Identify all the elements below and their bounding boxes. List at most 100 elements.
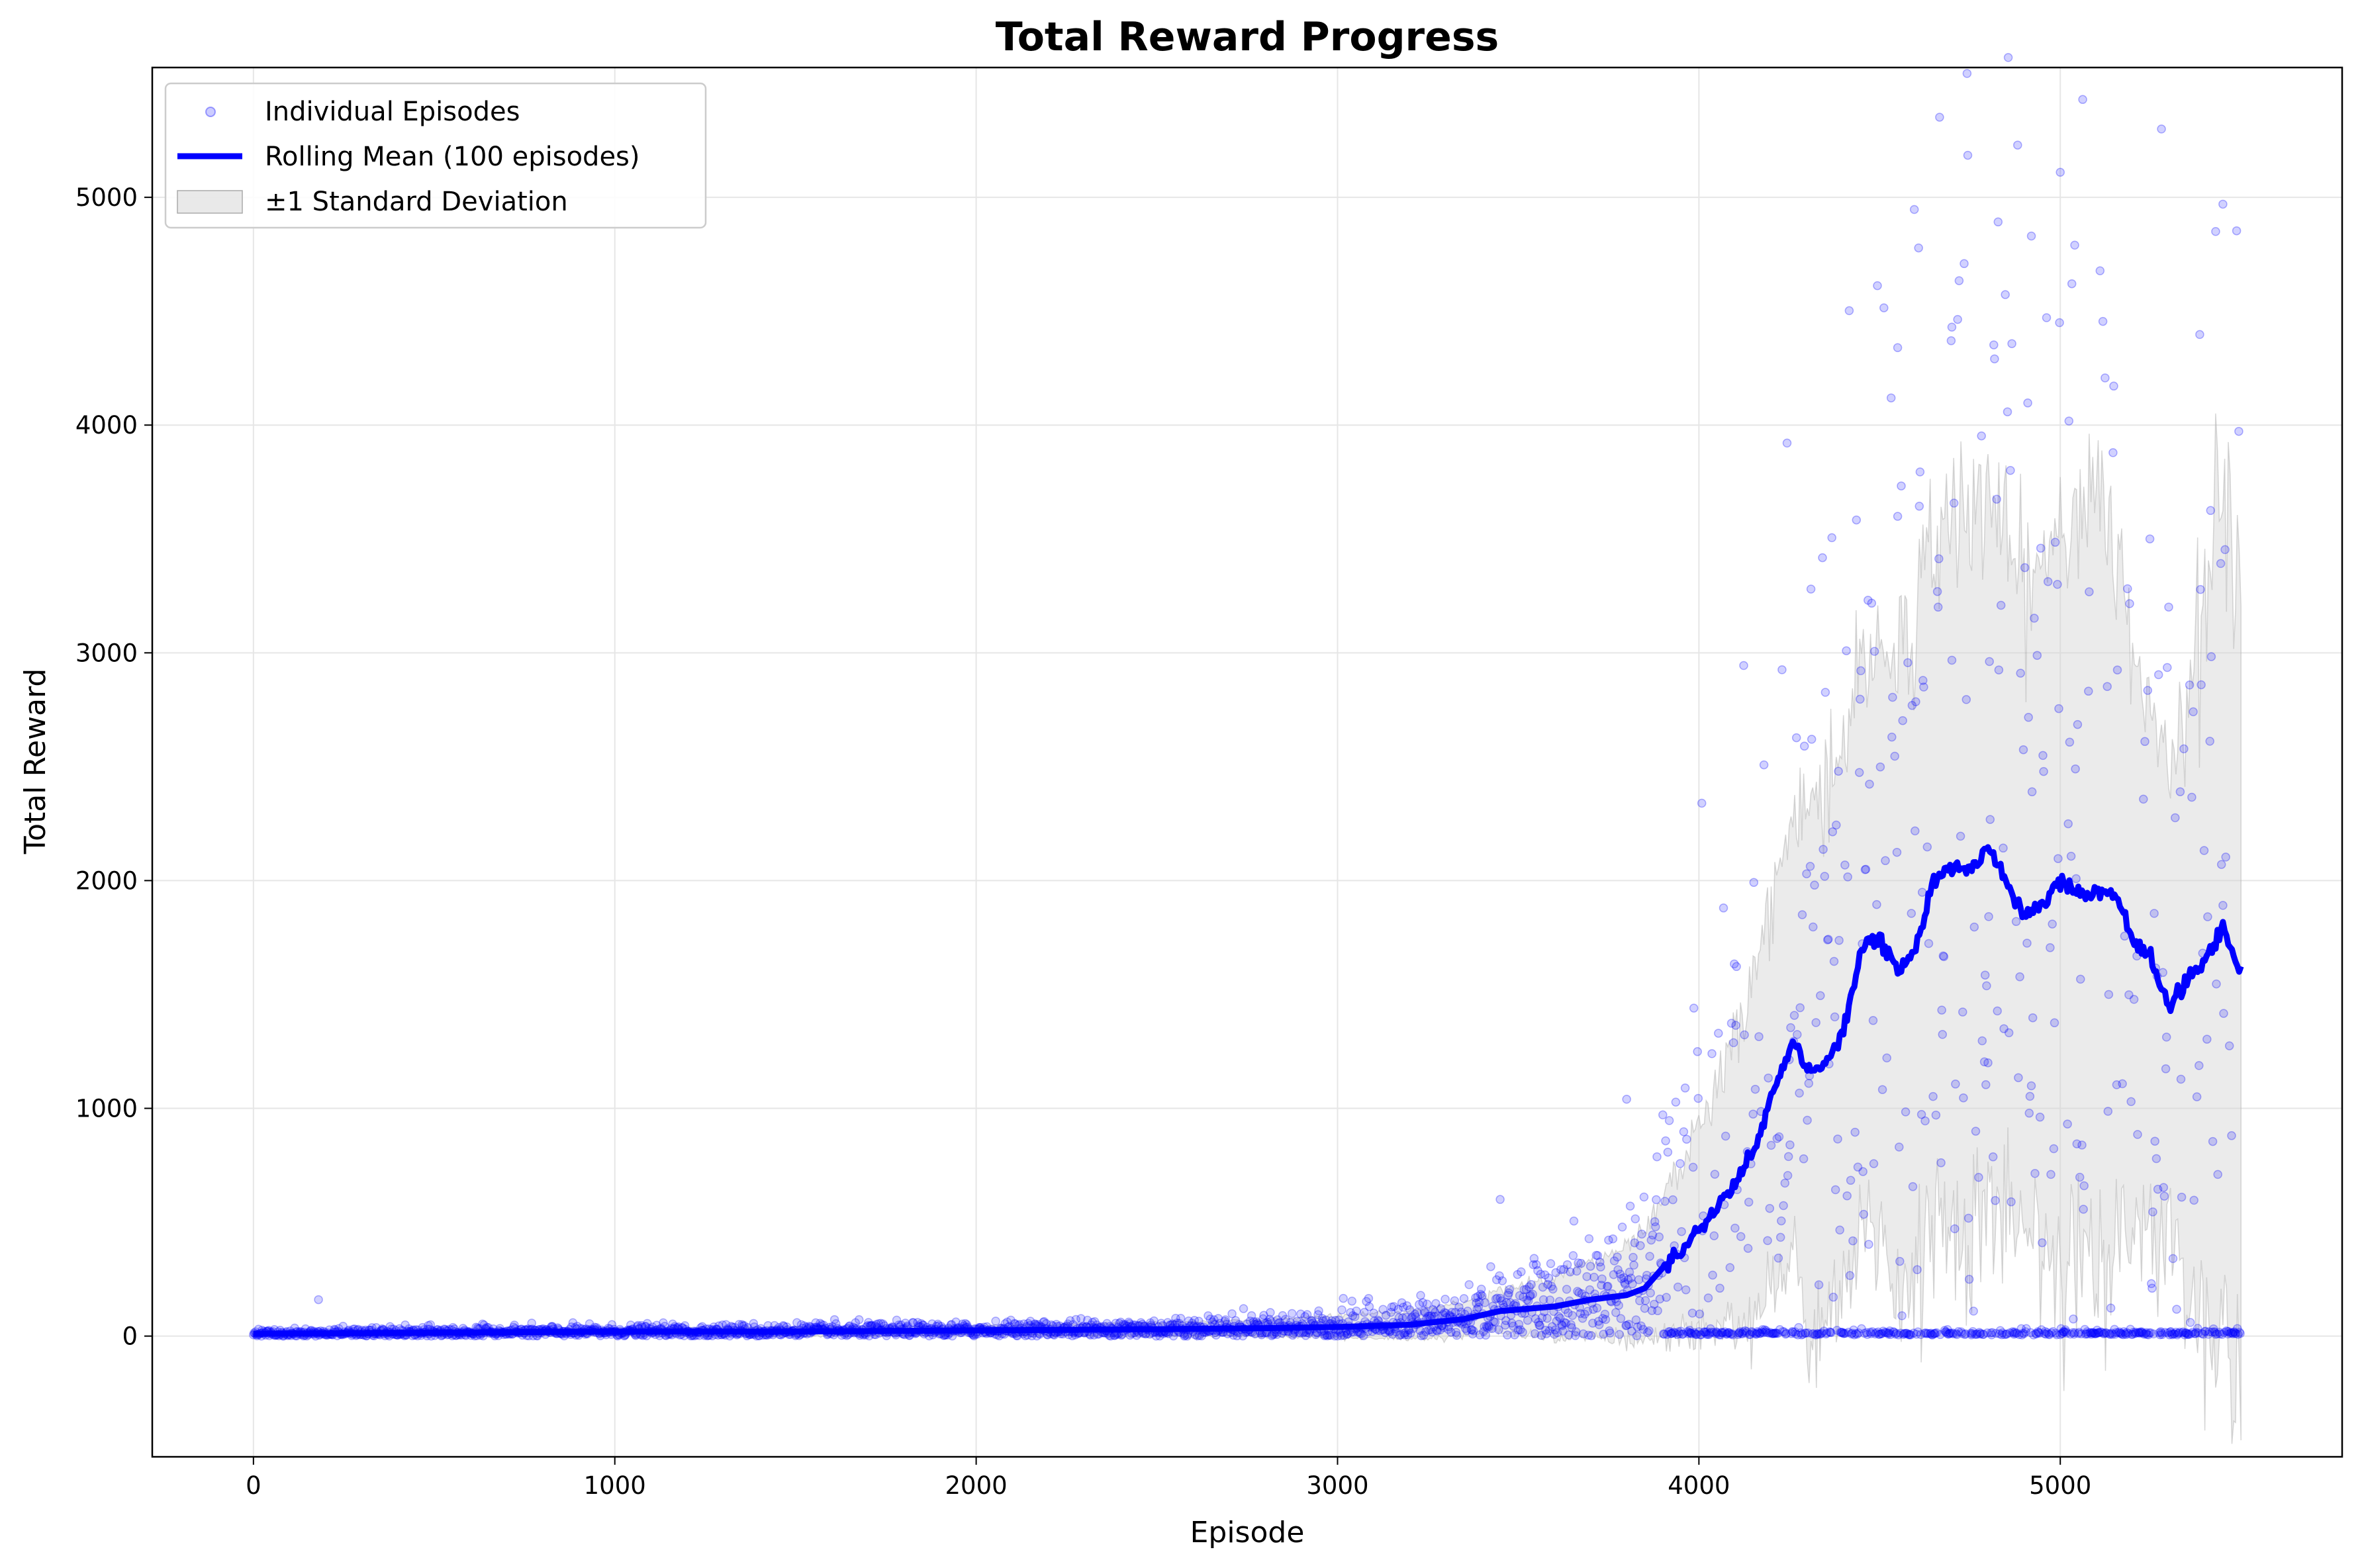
- episode-point: [2069, 1314, 2078, 1324]
- episode-point: [478, 1319, 487, 1329]
- episode-point: [1810, 880, 1819, 890]
- episode-point: [2112, 665, 2122, 674]
- episode-point: [1518, 1327, 1527, 1337]
- episode-point: [2026, 231, 2036, 241]
- episode-point: [1789, 1011, 1799, 1020]
- episode-point: [1898, 715, 1907, 725]
- x-axis-label: Episode: [1190, 1516, 1305, 1549]
- episode-point: [1287, 1309, 1297, 1318]
- episode-point: [1676, 1159, 1685, 1168]
- episode-point: [1542, 1314, 1552, 1323]
- episode-point: [1661, 1136, 1670, 1146]
- episode-point: [1416, 1291, 1425, 1300]
- episode-point: [2055, 318, 2064, 328]
- episode-point: [1634, 1275, 1644, 1285]
- episode-point: [1615, 1330, 1625, 1339]
- episode-point: [1846, 1176, 1856, 1185]
- episode-point: [1990, 354, 1999, 363]
- episode-point: [1763, 1236, 1772, 1246]
- episode-point: [2199, 846, 2209, 855]
- episode-point: [2203, 912, 2212, 921]
- episode-point: [2054, 854, 2063, 863]
- episode-point: [1875, 762, 1885, 772]
- episode-point: [1907, 909, 1916, 918]
- episode-point: [1736, 1232, 1746, 1241]
- episode-point: [1959, 1093, 1968, 1103]
- episode-point: [1983, 1058, 1993, 1068]
- episode-point: [1947, 322, 1957, 332]
- episode-point: [1412, 1308, 1422, 1317]
- x-tick-label: 2000: [945, 1471, 1008, 1500]
- episode-point: [1842, 1191, 1852, 1201]
- episode-point: [2206, 506, 2216, 516]
- episode-point: [2168, 1254, 2178, 1264]
- episode-point: [1795, 1088, 1804, 1098]
- episode-point: [527, 1318, 536, 1328]
- y-tick-label: 0: [122, 1322, 138, 1351]
- episode-point: [2078, 95, 2087, 105]
- episode-point: [1480, 1298, 1489, 1307]
- episode-point: [2024, 1109, 2034, 1118]
- episode-point: [1985, 815, 1995, 824]
- episode-point: [1562, 1285, 1572, 1294]
- episode-point: [2149, 909, 2159, 918]
- episode-point: [1903, 658, 1913, 667]
- episode-point: [1890, 751, 1899, 761]
- episode-point: [1645, 1252, 1654, 1261]
- episode-point: [1856, 666, 1866, 676]
- episode-point: [2206, 652, 2216, 661]
- episode-point: [1832, 820, 1841, 830]
- episode-point: [1835, 1225, 1844, 1235]
- episode-point: [1632, 1331, 1642, 1340]
- episode-point: [1999, 843, 2008, 853]
- episode-point: [668, 1319, 677, 1329]
- episode-point: [1829, 956, 1839, 966]
- episode-point: [401, 1320, 410, 1330]
- episode-point: [314, 1295, 323, 1305]
- episode-point: [1693, 1047, 1702, 1056]
- episode-point: [2030, 614, 2039, 623]
- episode-point: [1629, 1260, 1638, 1270]
- episode-point: [1911, 826, 1920, 836]
- episode-point: [1732, 962, 1741, 972]
- episode-point: [1969, 1307, 1978, 1316]
- episode-point: [1495, 1195, 1505, 1204]
- episode-point: [1867, 598, 1877, 608]
- episode-point: [1859, 1209, 1869, 1219]
- episode-point: [1654, 1232, 1664, 1242]
- y-axis-label: Total Reward: [19, 669, 52, 855]
- episode-point: [1819, 845, 1828, 854]
- episode-point: [585, 1319, 594, 1328]
- episode-point: [1572, 1266, 1582, 1276]
- episode-point: [2125, 599, 2134, 608]
- episode-point: [1780, 1178, 1790, 1188]
- episode-point: [1984, 912, 1993, 921]
- episode-point: [1842, 646, 1851, 655]
- episode-point: [2079, 1205, 2088, 1214]
- episode-point: [1951, 1080, 1960, 1089]
- episode-point: [1814, 1280, 1824, 1289]
- episode-point: [1636, 1241, 1645, 1250]
- episode-point: [1616, 1314, 1626, 1323]
- episode-point: [1740, 1030, 1749, 1040]
- episode-point: [2050, 537, 2060, 547]
- x-tick-label: 0: [246, 1471, 261, 1500]
- episode-point: [338, 1321, 348, 1331]
- episode-point: [1869, 647, 1879, 656]
- episode-point: [1748, 1109, 1758, 1119]
- episode-point: [1897, 1311, 1907, 1320]
- episode-point: [2001, 290, 2010, 299]
- episode-point: [1797, 910, 1807, 919]
- episode-point: [2224, 1041, 2234, 1050]
- episode-point: [1856, 694, 1865, 704]
- episode-point: [1677, 1226, 1686, 1236]
- episode-point: [1708, 1270, 1717, 1280]
- episode-point: [1695, 1309, 1705, 1318]
- episode-point: [1937, 1005, 1946, 1015]
- episode-point: [1993, 1006, 2002, 1016]
- episode-point: [1266, 1308, 1275, 1317]
- episode-point: [1773, 1254, 1783, 1263]
- episode-point: [1809, 922, 1818, 932]
